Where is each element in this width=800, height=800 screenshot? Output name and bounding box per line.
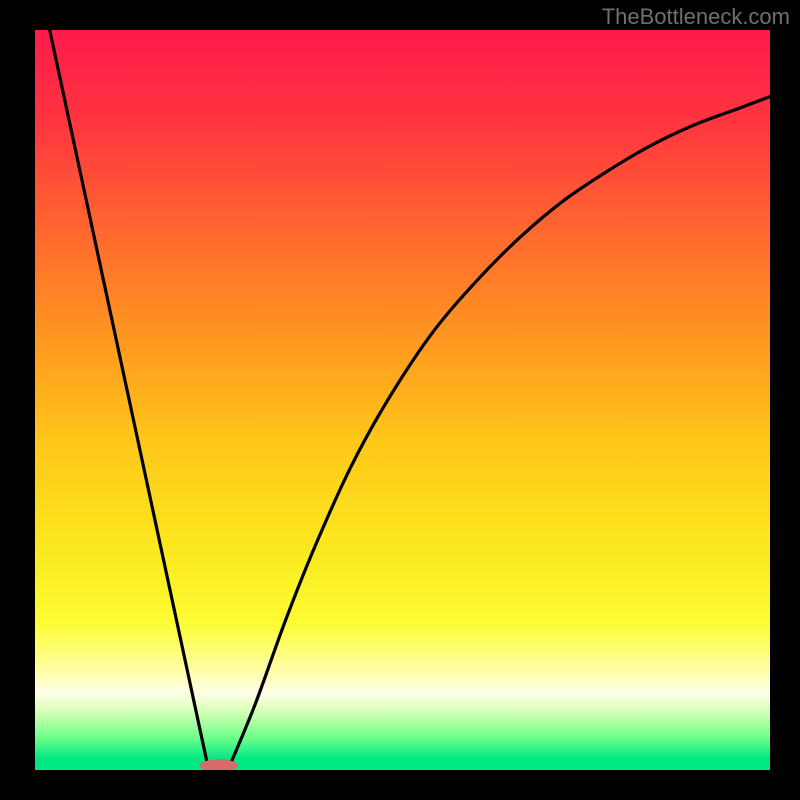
figure-root: TheBottleneck.com <box>0 0 800 800</box>
watermark-text: TheBottleneck.com <box>602 4 790 30</box>
plot-area <box>35 30 770 770</box>
chart-svg <box>35 30 770 770</box>
